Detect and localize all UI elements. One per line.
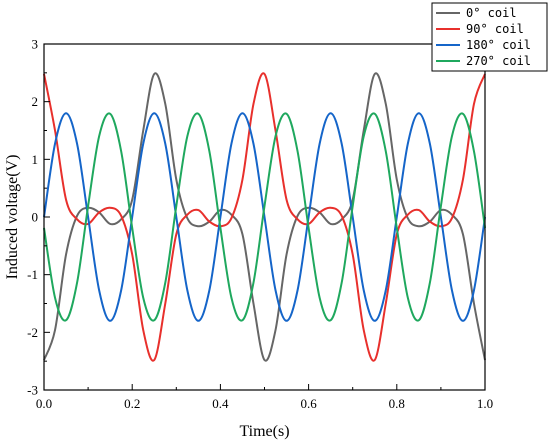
series-line-3: [43, 112, 486, 322]
y-tick-label: -2: [27, 325, 38, 340]
series-line-0: [43, 72, 486, 362]
y-tick-label: 2: [32, 94, 39, 109]
y-tick-label: 3: [32, 37, 39, 52]
legend: 0° coil 90° coil 180° coil 270° coil: [431, 2, 548, 72]
x-axis: 0.0 0.2 0.4 0.6 0.8 1.0: [36, 384, 493, 411]
y-tick-label: 1: [32, 152, 39, 167]
legend-label: 90° coil: [466, 22, 524, 36]
legend-box: [431, 2, 548, 72]
legend-label: 0° coil: [466, 6, 517, 20]
y-tick-label: 0: [32, 210, 39, 225]
x-tick-label: 0.4: [212, 396, 229, 411]
y-tick-label: -1: [27, 267, 38, 282]
x-tick-label: 0.6: [300, 396, 317, 411]
legend-label: 270° coil: [466, 54, 531, 68]
y-axis: -3 -2 -1 0 1 2 3: [27, 37, 50, 398]
series-line-1: [43, 72, 486, 362]
plot-lines: [43, 72, 486, 362]
x-tick-label: 1.0: [477, 396, 493, 411]
y-axis-title: Induced voltage(V): [4, 155, 21, 280]
series-line-2: [43, 112, 486, 322]
legend-label: 180° coil: [466, 38, 531, 52]
x-tick-label: 0.8: [389, 396, 405, 411]
x-tick-label: 0.2: [124, 396, 140, 411]
y-tick-label: -3: [27, 383, 38, 398]
x-axis-title: Time(s): [239, 423, 289, 440]
x-tick-label: 0.0: [36, 396, 52, 411]
